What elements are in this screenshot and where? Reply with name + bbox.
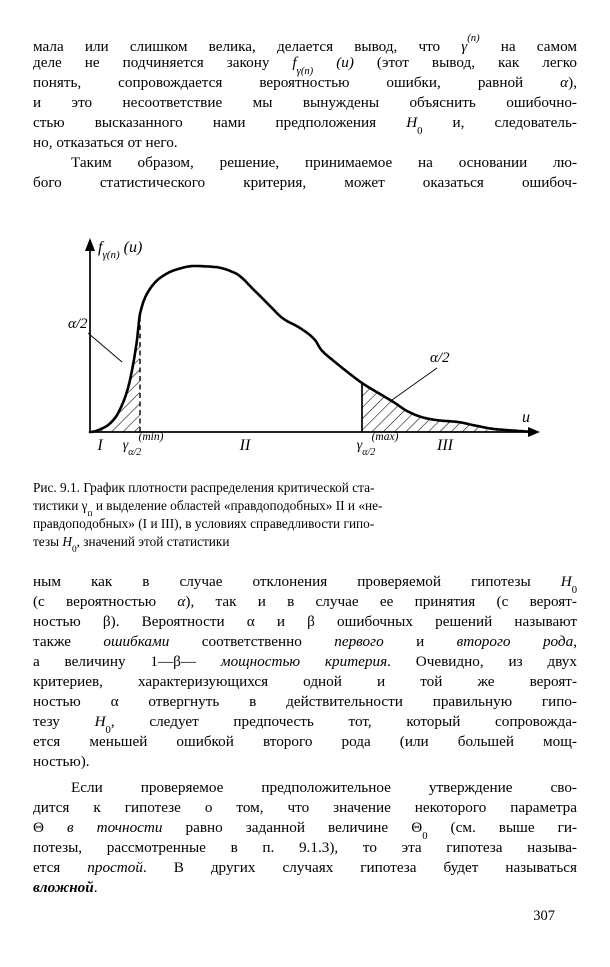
svg-text:II: II <box>239 437 251 454</box>
svg-text:α/2: α/2 <box>68 316 88 332</box>
svg-text:III: III <box>436 437 454 454</box>
svg-text:α/2: α/2 <box>430 350 450 366</box>
svg-text:fγ(n) (u): fγ(n) (u) <box>98 239 142 261</box>
svg-text:I: I <box>96 437 103 454</box>
svg-text:u: u <box>522 409 530 426</box>
svg-text:(max): (max) <box>372 431 399 443</box>
svg-text:(min): (min) <box>139 431 164 443</box>
